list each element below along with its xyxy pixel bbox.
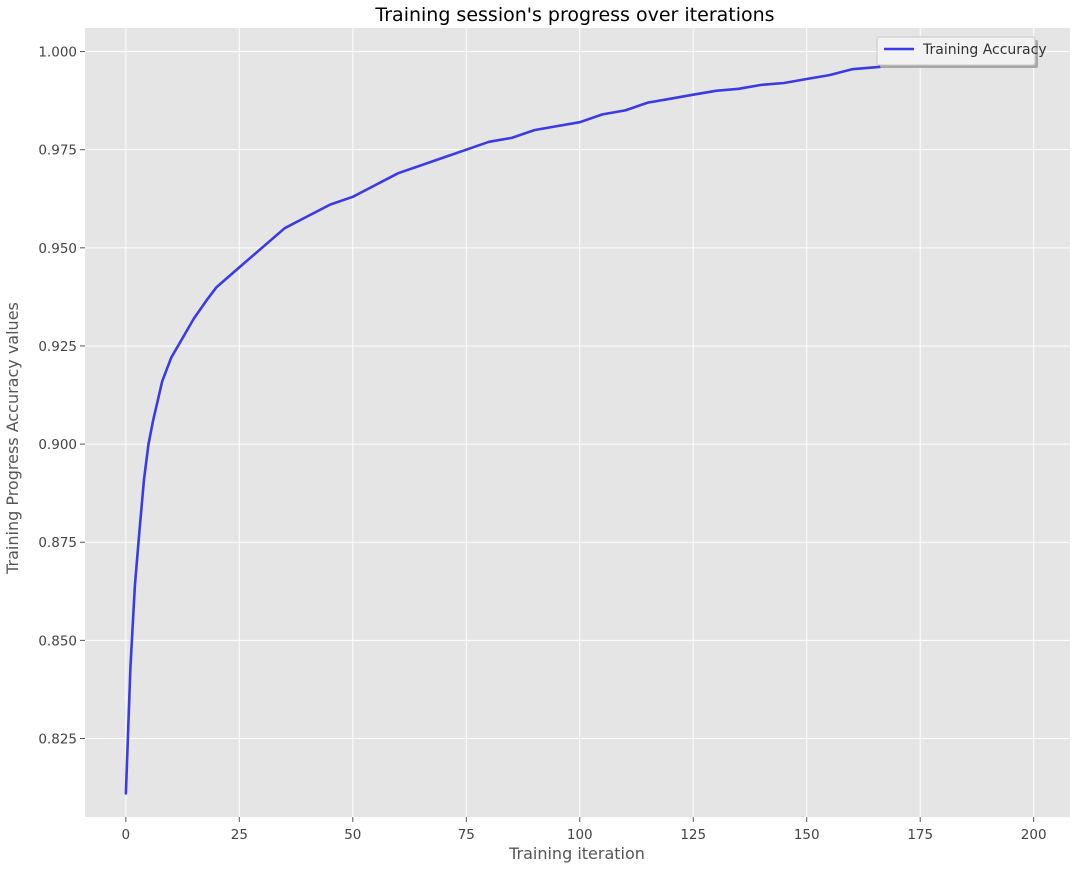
y-tick-label: 0.875 — [38, 535, 77, 551]
x-tick-label: 100 — [567, 827, 593, 843]
x-axis-label: Training iteration — [508, 844, 645, 863]
y-axis-label: Training Progress Accuracy values — [3, 302, 22, 575]
legend: Training Accuracy — [876, 36, 1047, 68]
grid-lines — [85, 28, 1070, 817]
plot-area — [85, 28, 1070, 817]
x-axis-ticks: 0 25 50 75 100 125 150 175 200 — [122, 817, 1047, 843]
x-tick-label: 150 — [794, 827, 820, 843]
x-tick-label: 200 — [1021, 827, 1047, 843]
chart-title: Training session's progress over iterati… — [374, 4, 774, 26]
y-tick-label: 0.825 — [38, 731, 77, 747]
y-tick-label: 0.850 — [38, 633, 77, 649]
y-tick-label: 0.950 — [38, 241, 77, 257]
y-axis-ticks: 0.825 0.850 0.875 0.900 0.925 0.950 0.975 1.000 — [38, 45, 85, 747]
x-tick-label: 75 — [458, 827, 475, 843]
x-tick-label: 175 — [907, 827, 933, 843]
legend-label: Training Accuracy — [922, 42, 1047, 58]
x-tick-label: 25 — [231, 827, 248, 843]
legend-box — [876, 36, 1036, 66]
y-tick-label: 1.000 — [38, 45, 77, 61]
series-line-training-accuracy — [124, 56, 1031, 795]
x-tick-label: 0 — [122, 827, 131, 843]
x-tick-label: 125 — [680, 827, 706, 843]
x-tick-label: 50 — [344, 827, 361, 843]
y-tick-label: 0.975 — [38, 143, 77, 159]
series-layer — [124, 56, 1031, 795]
y-tick-label: 0.900 — [38, 437, 77, 453]
y-tick-label: 0.925 — [38, 339, 77, 355]
